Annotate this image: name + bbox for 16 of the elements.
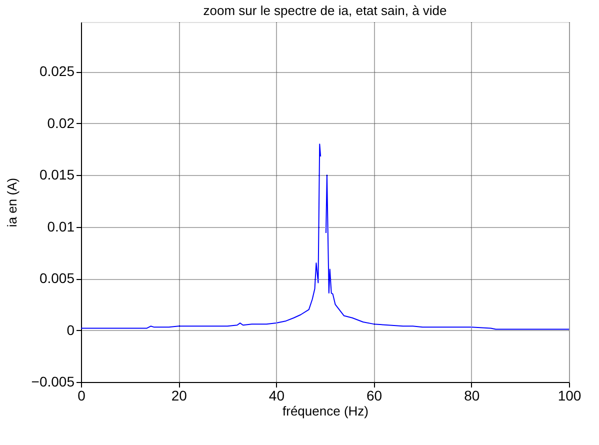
y-tick-label: 0.02 bbox=[47, 114, 75, 131]
y-tick-label: 0.015 bbox=[39, 166, 75, 183]
x-tick-label: 60 bbox=[366, 388, 382, 404]
y-tick-label: 0.01 bbox=[47, 218, 75, 234]
y-tick-label: 0.025 bbox=[39, 63, 75, 80]
x-tick-label: 40 bbox=[268, 388, 285, 404]
x-tick-label: 100 bbox=[558, 388, 582, 404]
x-tick-label: 80 bbox=[464, 388, 480, 404]
y-tick-label: 0 bbox=[66, 322, 75, 338]
x-tick-label: 20 bbox=[171, 388, 188, 404]
y-axis-title: ia en (A) bbox=[4, 178, 20, 228]
x-axis-title: fréquence (Hz) bbox=[282, 404, 368, 418]
x-tick-label: 0 bbox=[78, 388, 86, 404]
y-tick-label: −0.005 bbox=[31, 374, 75, 390]
chart-title: zoom sur le spectre de ia, etat sain, à vide bbox=[203, 3, 447, 18]
y-tick-label: 0.005 bbox=[39, 270, 75, 286]
